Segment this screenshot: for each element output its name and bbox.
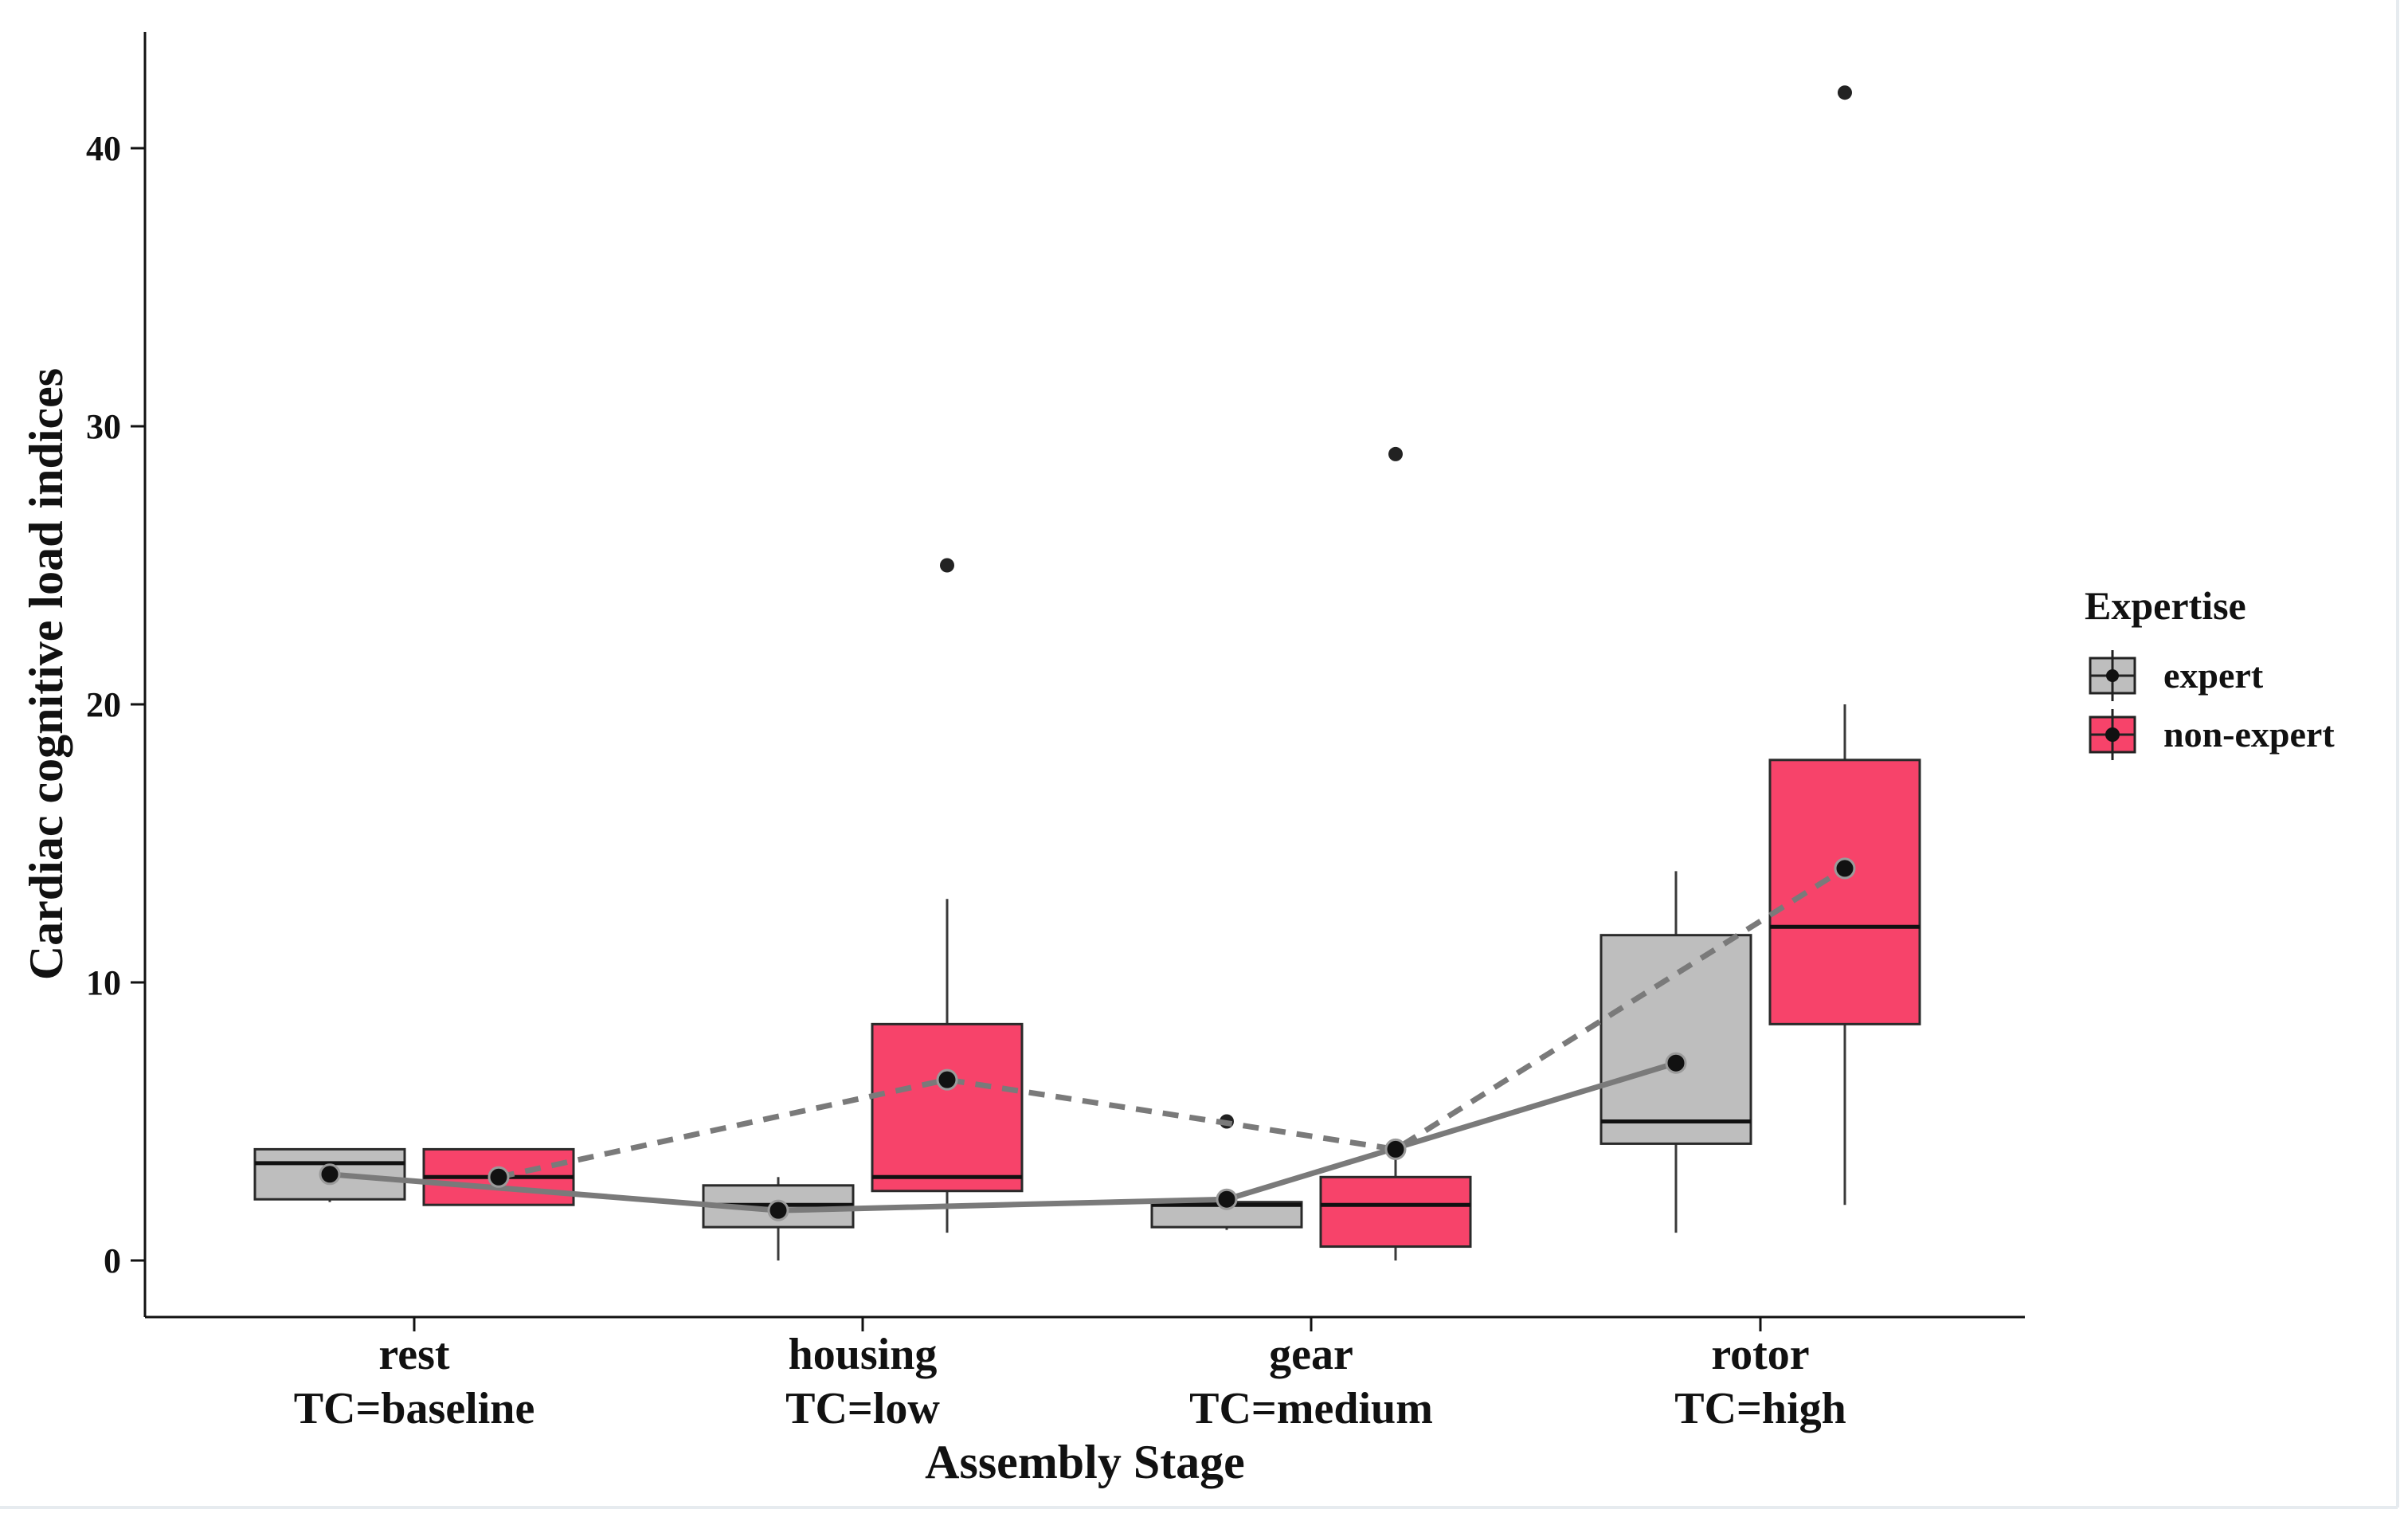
box-non-expert-rotor xyxy=(1768,759,1921,1025)
box-expert-rotor xyxy=(1599,934,1752,1145)
legend: Expertise expert non-expert xyxy=(2085,583,2335,760)
legend-item-expert: expert xyxy=(2089,650,2264,701)
x-axis-ticks: rest TC=baseline housing TC=low gear TC=mediu… xyxy=(294,1317,1846,1433)
mean-point-expert-housing xyxy=(767,1199,789,1221)
y-tick-label-30: 30 xyxy=(86,407,121,446)
legend-label-non-expert: non-expert xyxy=(2163,714,2335,755)
x-axis-title: Assembly Stage xyxy=(925,1436,1245,1488)
legend-label-expert: expert xyxy=(2163,655,2264,696)
x-tick-sublabel-rotor: TC=high xyxy=(1674,1384,1846,1433)
mean-line-non-expert xyxy=(498,865,1846,1180)
y-axis-title: Cardiac cognitive load indices xyxy=(20,368,72,980)
x-tick-label-rotor: rotor xyxy=(1711,1330,1809,1379)
x-tick-sublabel-gear: TC=medium xyxy=(1189,1384,1433,1433)
box-non-expert-housing xyxy=(871,1022,1024,1193)
x-tick-label-rest: rest xyxy=(378,1330,449,1379)
mean-point-non-expert-gear xyxy=(1384,1138,1407,1160)
y-tick-label-0: 0 xyxy=(104,1241,121,1280)
legend-item-non-expert: non-expert xyxy=(2089,709,2335,760)
box-non-expert-gear xyxy=(1319,1175,1472,1249)
mean-point-expert-rotor xyxy=(1665,1052,1687,1074)
x-tick-label-housing: housing xyxy=(789,1330,938,1379)
outlier-non-expert-gear-0 xyxy=(1388,446,1403,461)
mean-point-expert-rest xyxy=(319,1163,341,1186)
legend-key-expert-mean-dot xyxy=(2106,669,2119,682)
mean-line-expert xyxy=(329,1060,1678,1213)
plot-area xyxy=(253,85,1921,1260)
x-tick-label-gear: gear xyxy=(1269,1330,1353,1379)
legend-title: Expertise xyxy=(2085,583,2246,628)
mean-point-expert-gear xyxy=(1216,1188,1238,1210)
x-tick-sublabel-rest: TC=baseline xyxy=(294,1384,535,1433)
y-tick-label-10: 10 xyxy=(86,963,121,1002)
x-tick-sublabel-housing: TC=low xyxy=(785,1384,940,1433)
y-tick-label-20: 20 xyxy=(86,685,121,724)
outlier-non-expert-housing-0 xyxy=(940,558,954,573)
mean-point-non-expert-housing xyxy=(936,1068,958,1091)
y-tick-label-40: 40 xyxy=(86,129,121,168)
legend-key-non-expert-mean-dot xyxy=(2105,727,2120,742)
mean-point-non-expert-rotor xyxy=(1834,857,1856,880)
y-axis-ticks: 0 10 20 30 40 xyxy=(86,129,145,1280)
mean-point-non-expert-rest xyxy=(487,1166,510,1188)
outlier-non-expert-rotor-0 xyxy=(1838,85,1852,100)
